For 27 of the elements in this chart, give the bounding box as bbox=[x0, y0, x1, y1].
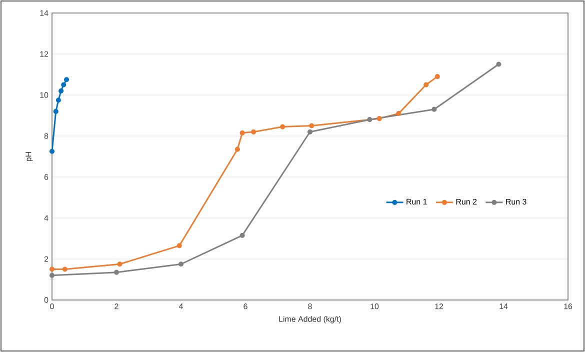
point bbox=[234, 146, 240, 152]
point bbox=[251, 129, 256, 134]
point bbox=[114, 270, 120, 275]
point bbox=[58, 88, 64, 94]
point bbox=[240, 232, 245, 238]
point bbox=[49, 272, 55, 278]
point bbox=[396, 110, 402, 116]
point bbox=[49, 148, 55, 154]
point bbox=[432, 106, 437, 112]
point bbox=[307, 129, 313, 134]
point bbox=[280, 124, 286, 130]
point bbox=[49, 266, 55, 272]
point bbox=[117, 262, 122, 267]
point bbox=[240, 130, 245, 136]
point bbox=[424, 82, 429, 88]
point bbox=[64, 77, 70, 82]
point bbox=[376, 116, 382, 122]
point bbox=[496, 62, 502, 67]
point bbox=[178, 262, 184, 267]
point bbox=[62, 266, 68, 272]
point bbox=[176, 243, 182, 248]
point bbox=[309, 123, 314, 128]
point bbox=[434, 74, 440, 80]
point bbox=[56, 98, 61, 103]
point bbox=[53, 108, 58, 114]
point bbox=[61, 82, 66, 88]
point bbox=[367, 117, 372, 122]
